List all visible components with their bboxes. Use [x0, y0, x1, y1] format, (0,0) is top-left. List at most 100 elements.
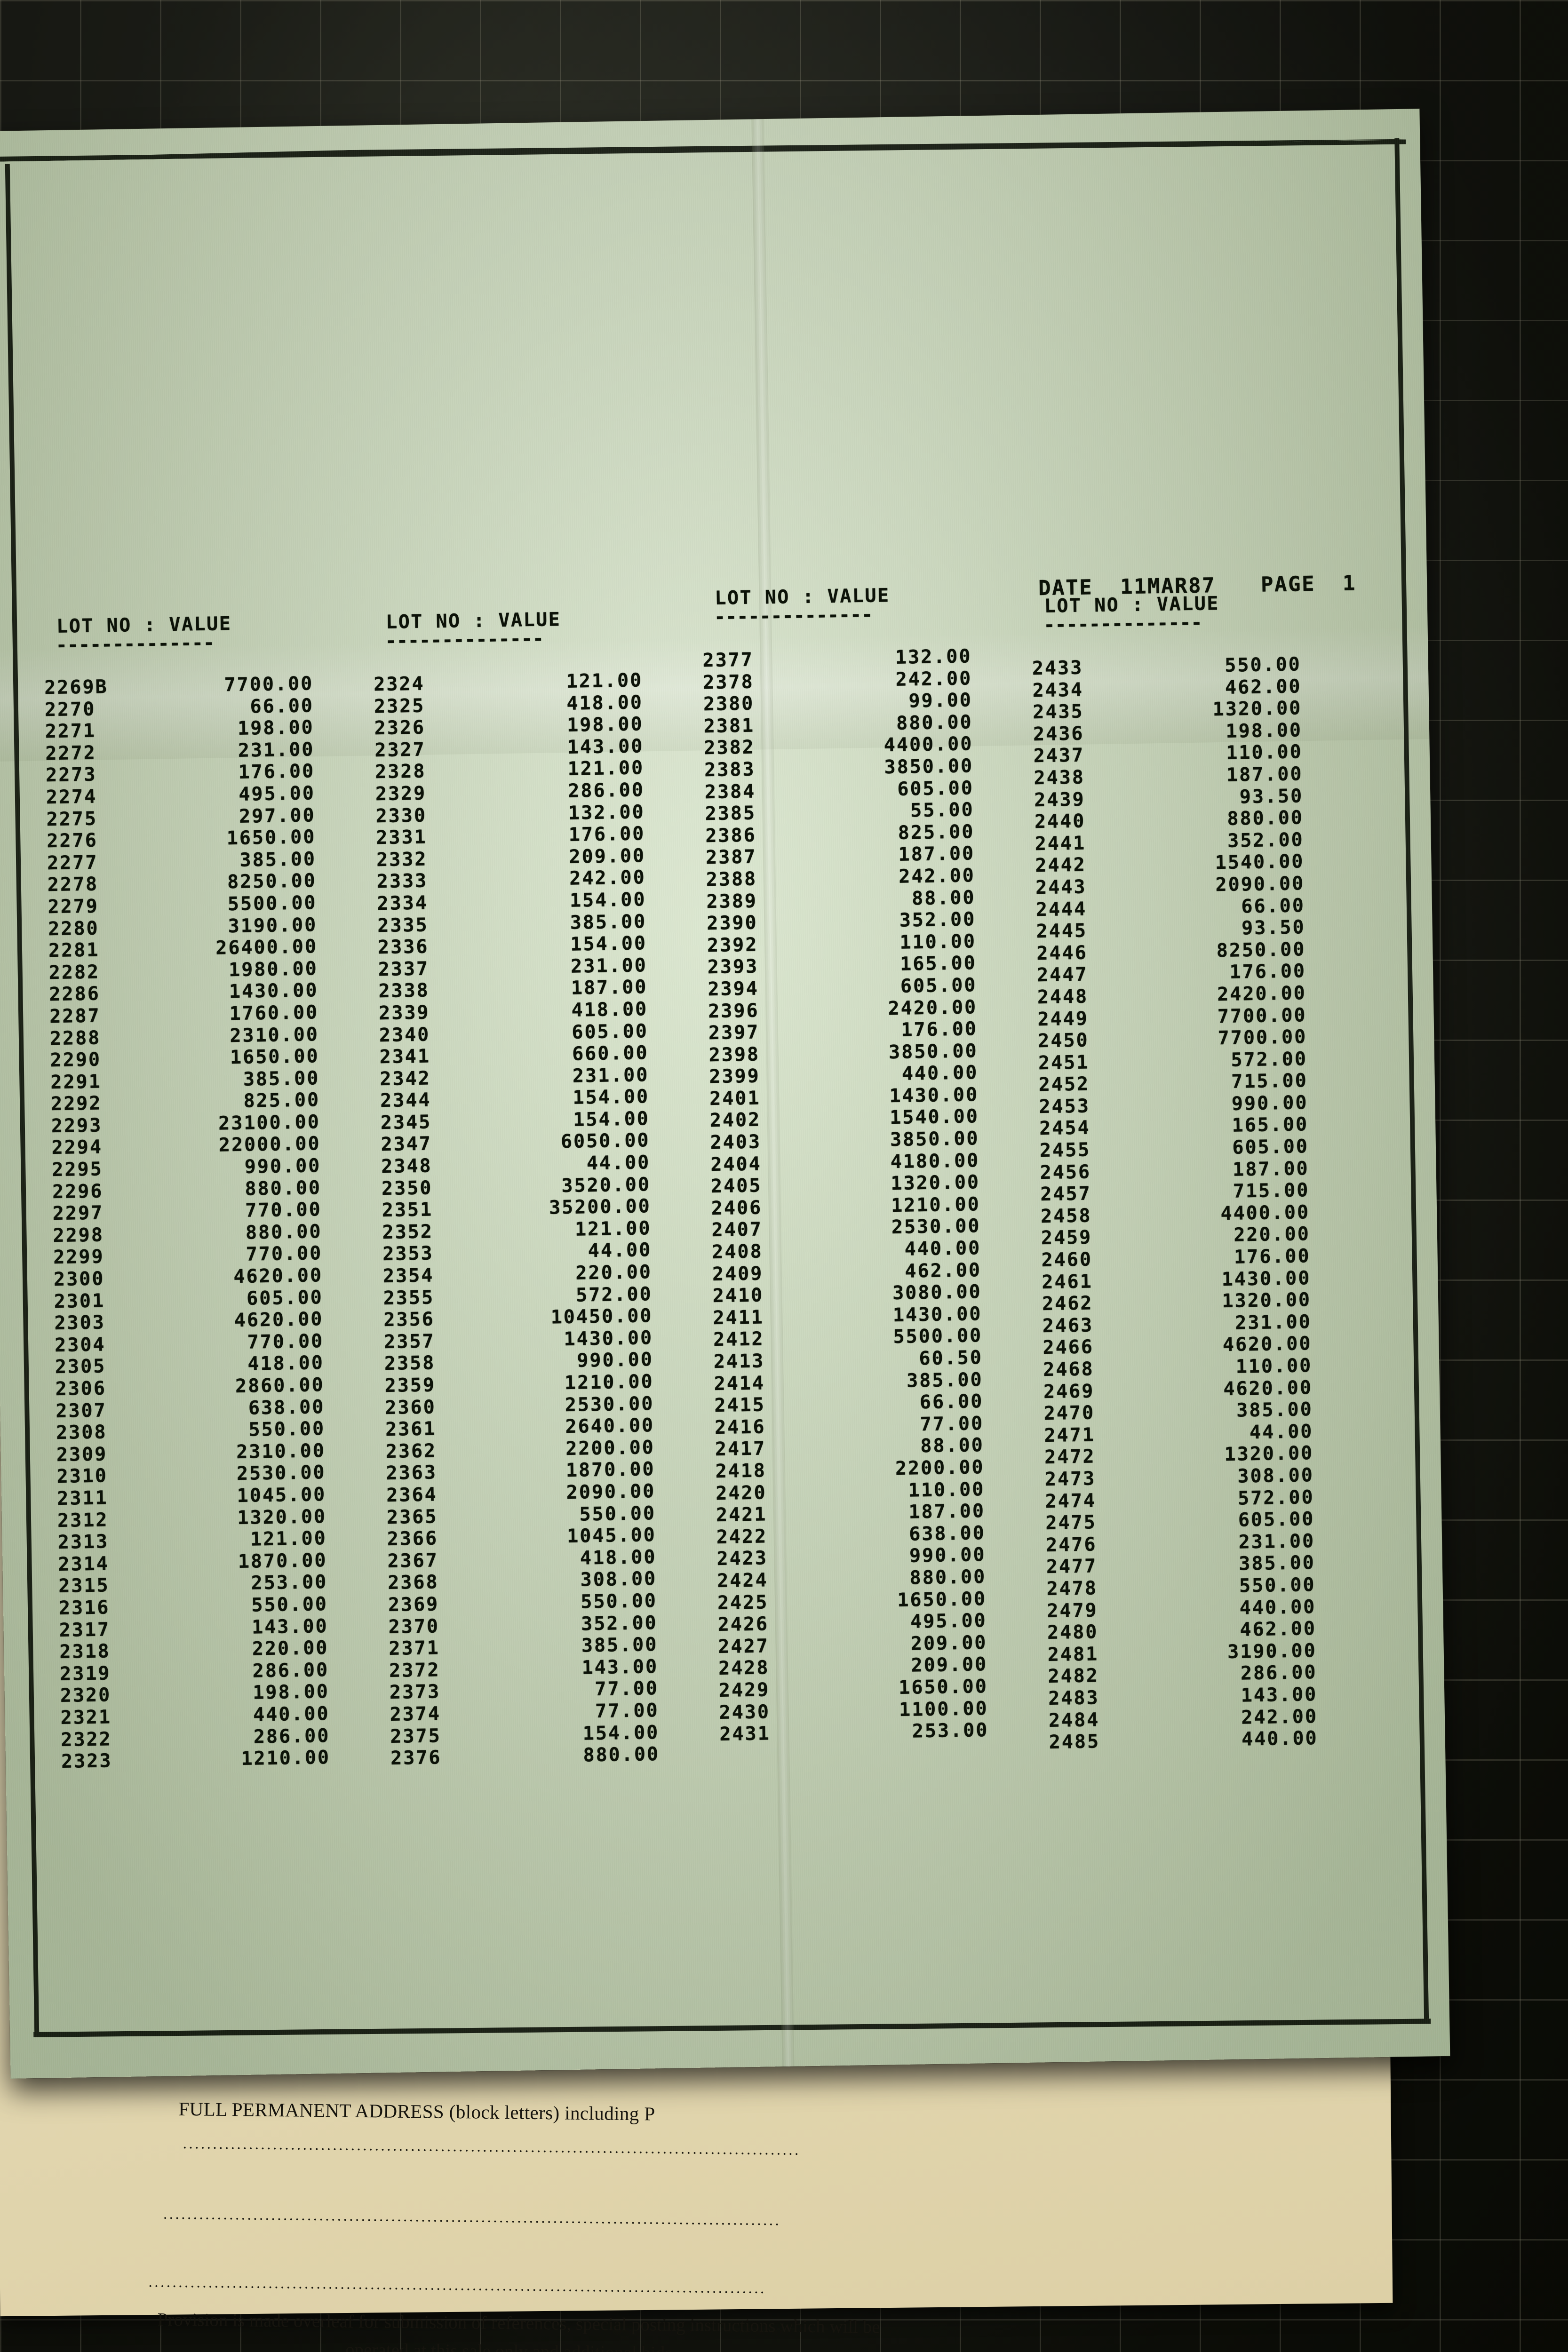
lot-number: 2439 — [1034, 788, 1085, 811]
lot-number: 2447 — [1036, 963, 1088, 986]
lot-value: 93.50 — [1239, 785, 1304, 808]
lot-value: 462.00 — [1240, 1618, 1317, 1641]
lot-value: 187.00 — [1226, 763, 1303, 786]
lot-number: 2454 — [1039, 1117, 1090, 1140]
lot-value: 1430.00 — [892, 1303, 982, 1326]
lot-number: 2484 — [1048, 1708, 1100, 1732]
lot-value: 715.00 — [1233, 1179, 1310, 1202]
lot-number: 2271 — [45, 720, 96, 743]
lot-value: 198.00 — [237, 716, 315, 740]
lot-number: 2424 — [716, 1569, 768, 1592]
lot-number: 2423 — [716, 1547, 768, 1570]
lot-value: 77.00 — [595, 1699, 659, 1723]
lot-number: 2280 — [48, 917, 99, 940]
lot-value: 66.00 — [250, 694, 314, 718]
lot-number: 2381 — [703, 715, 755, 738]
form-dotted-line-1: ........................................… — [183, 2135, 801, 2159]
lot-number: 2387 — [705, 846, 757, 869]
lot-number: 2355 — [383, 1287, 435, 1309]
lot-value: 176.00 — [1234, 1245, 1311, 1268]
lot-value: 154.00 — [573, 1108, 650, 1131]
lot-value: 242.00 — [898, 865, 976, 888]
lot-number: 2340 — [379, 1024, 430, 1046]
lot-number: 2294 — [51, 1136, 103, 1159]
lot-value: 1540.00 — [889, 1105, 979, 1129]
lot-value: 93.50 — [1241, 916, 1305, 939]
lot-number: 2440 — [1034, 810, 1086, 833]
lot-number: 2438 — [1034, 766, 1085, 789]
lot-number: 2406 — [711, 1197, 763, 1219]
lot-value: 209.00 — [911, 1653, 988, 1677]
lot-number: 2437 — [1033, 744, 1085, 767]
lot-value: 1430.00 — [229, 979, 318, 1003]
lot-value: 3520.00 — [561, 1173, 651, 1197]
lot-number: 2368 — [387, 1571, 439, 1594]
lot-number: 2295 — [52, 1158, 103, 1181]
lot-number: 2374 — [390, 1703, 441, 1725]
lot-value: 418.00 — [566, 691, 644, 715]
lot-value: 1210.00 — [241, 1747, 331, 1770]
lot-value: 440.00 — [1239, 1596, 1316, 1619]
lot-number: 2409 — [712, 1263, 764, 1285]
lot-value: 2860.00 — [235, 1374, 325, 1398]
lot-value: 385.00 — [1236, 1398, 1313, 1422]
lot-number: 2329 — [375, 782, 427, 805]
lot-number: 2445 — [1036, 920, 1088, 943]
lot-number: 2296 — [52, 1180, 103, 1203]
lot-number: 2470 — [1043, 1402, 1095, 1425]
lot-number: 2426 — [717, 1613, 769, 1636]
lot-number: 2278 — [47, 873, 99, 896]
lot-value: 1870.00 — [238, 1549, 327, 1573]
lot-column-1: LOT NO : VALUE -------------- 2269B 7700.… — [43, 611, 391, 1776]
lot-value: 1650.00 — [230, 1045, 320, 1069]
lot-value: 143.00 — [581, 1655, 659, 1679]
lot-number: 2291 — [50, 1071, 102, 1093]
table-row: 2485 440.00 — [1049, 1727, 1318, 1754]
lot-value: 5500.00 — [227, 892, 317, 915]
lot-number: 2479 — [1046, 1599, 1098, 1622]
lot-number: 2403 — [710, 1131, 762, 1154]
lot-number: 2322 — [61, 1728, 112, 1751]
lot-number: 2441 — [1035, 832, 1086, 855]
lot-number: 2303 — [54, 1311, 106, 1335]
lot-value: 2090.00 — [566, 1480, 656, 1504]
lot-column-2: LOT NO : VALUE -------------- 2324 121.00… — [373, 604, 720, 1769]
lot-number: 2430 — [719, 1700, 771, 1724]
lot-number: 2356 — [383, 1308, 435, 1331]
lot-number: 2351 — [382, 1199, 433, 1222]
lot-value: 1430.00 — [564, 1327, 653, 1350]
lot-value: 440.00 — [904, 1237, 981, 1260]
lot-value: 110.00 — [899, 930, 977, 954]
lot-number: 2420 — [715, 1481, 767, 1504]
lot-number: 2468 — [1043, 1358, 1094, 1381]
lot-number: 2398 — [708, 1043, 760, 1066]
lot-number: 2469 — [1043, 1380, 1095, 1403]
lot-value: 495.00 — [239, 782, 316, 805]
lot-value: 880.00 — [583, 1743, 660, 1766]
lot-value: 550.00 — [581, 1590, 658, 1613]
lot-number: 2443 — [1035, 876, 1087, 899]
lot-value: 209.00 — [569, 845, 646, 868]
lot-value: 1100.00 — [899, 1697, 988, 1721]
lot-number: 2367 — [387, 1549, 439, 1572]
lot-value: 187.00 — [571, 976, 648, 1000]
lot-value: 44.00 — [588, 1239, 652, 1262]
lot-number: 2330 — [375, 804, 427, 827]
lot-number: 2306 — [55, 1377, 107, 1400]
lot-value: 154.00 — [573, 1086, 650, 1109]
lot-number: 2315 — [58, 1574, 110, 1597]
lot-value: 308.00 — [580, 1568, 657, 1591]
lot-value: 1045.00 — [566, 1524, 657, 1548]
lot-number: 2401 — [709, 1087, 761, 1110]
lot-value: 440.00 — [253, 1702, 330, 1726]
lot-number: 2331 — [376, 826, 428, 849]
lot-number: 2361 — [385, 1418, 437, 1441]
lot-value: 110.00 — [1226, 741, 1303, 764]
lot-value: 1320.00 — [1222, 1289, 1312, 1312]
column-rows-3: 2377 132.00 2378 242.00 2380 99.00 2381 880.00 2… — [702, 644, 1049, 1745]
lot-number: 2383 — [704, 758, 756, 781]
lot-number: 2378 — [702, 671, 754, 693]
lot-number: 2397 — [708, 1021, 760, 1044]
lot-number: 2369 — [388, 1593, 439, 1616]
lot-value: 440.00 — [1241, 1727, 1319, 1750]
